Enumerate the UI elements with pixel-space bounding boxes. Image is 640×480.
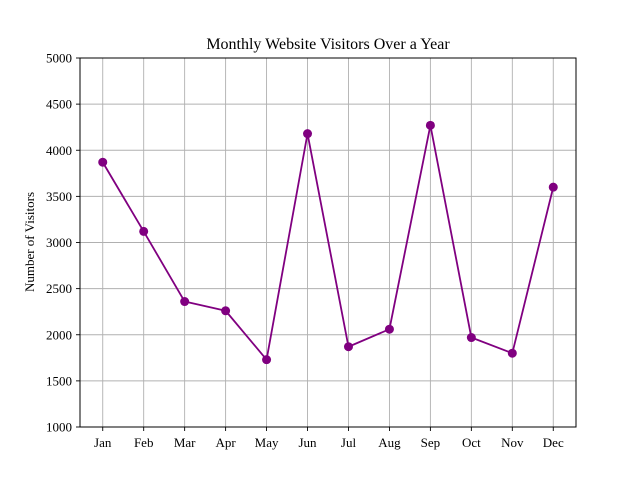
x-tick-label: Aug (378, 435, 401, 450)
x-tick-label: Jun (298, 435, 317, 450)
y-tick-label: 1500 (46, 373, 72, 388)
x-tick-label: Jul (341, 435, 357, 450)
y-tick-label: 4500 (46, 97, 72, 112)
data-point-marker (466, 333, 476, 343)
x-tick-label: Feb (134, 435, 154, 450)
series-line (101, 124, 555, 361)
y-axis-label: Number of Visitors (22, 192, 37, 292)
y-tick-label: 3000 (46, 235, 72, 250)
series-group (98, 120, 558, 365)
x-tick-label: Nov (501, 435, 524, 450)
x-tick-label: Apr (215, 435, 236, 450)
data-point-marker (303, 129, 313, 139)
data-point-marker (548, 182, 558, 192)
data-point-marker (98, 157, 108, 167)
x-tick-label: Dec (543, 435, 564, 450)
x-tick-label: Mar (174, 435, 196, 450)
y-tick-label: 2000 (46, 327, 72, 342)
x-tick-label: May (255, 435, 279, 450)
x-tick-label: Sep (421, 435, 441, 450)
y-tick-label: 5000 (46, 51, 72, 66)
y-tick-label: 4000 (46, 143, 72, 158)
data-point-marker (425, 120, 435, 130)
data-point-marker (343, 342, 353, 352)
y-tick-label: 2500 (46, 281, 72, 296)
x-tick-label: Jan (94, 435, 112, 450)
x-tick-label: Oct (462, 435, 481, 450)
data-point-marker (384, 324, 394, 334)
y-tick-label: 1000 (46, 420, 72, 435)
data-point-marker (221, 306, 231, 316)
plot-area-frame (79, 57, 577, 428)
axis-ticks: Jan Feb Mar Apr May Jun Jul Aug Sep Oct Nov Dec 1000… (46, 51, 564, 451)
data-point-marker (507, 348, 517, 358)
data-point-marker (180, 297, 190, 307)
data-point-marker (262, 355, 272, 365)
data-point-marker (139, 226, 149, 236)
chart-title: Monthly Website Visitors Over a Year (206, 36, 450, 53)
y-tick-label: 3500 (46, 189, 72, 204)
